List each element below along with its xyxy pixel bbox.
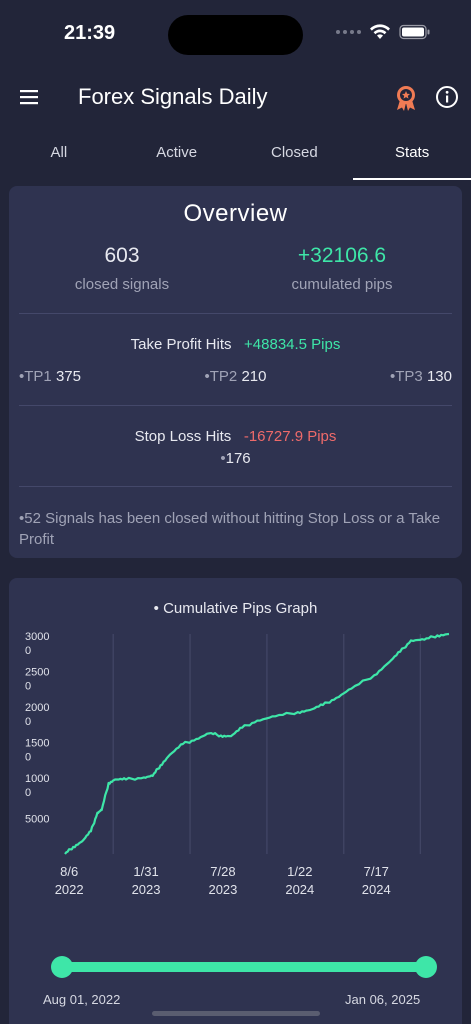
award-badge-icon[interactable]: [393, 84, 419, 112]
y-tick-label: 0: [25, 645, 31, 657]
tp3-label: TP3: [395, 368, 423, 385]
divider: [19, 405, 452, 406]
x-tick-label: 2024: [362, 882, 391, 897]
cellular-signal-icon: [336, 30, 361, 34]
cumulated-pips-label: cumulated pips: [291, 276, 393, 293]
divider: [19, 486, 452, 487]
tp2-label: TP2: [209, 368, 238, 385]
y-tick-label: 3000: [25, 631, 49, 643]
tab-closed[interactable]: Closed: [271, 144, 318, 161]
stop-loss-label: Stop Loss Hits: [134, 428, 232, 445]
closed-signals-value: 603: [104, 244, 140, 267]
take-profit-summary: Take Profit Hits +48834.5 Pips: [9, 336, 462, 353]
x-tick-label: 2022: [55, 882, 84, 897]
y-tick-label: 0: [25, 752, 31, 764]
hamburger-menu-icon[interactable]: [18, 86, 44, 110]
tp2-item: •TP2 210: [204, 368, 267, 385]
y-tick-label: 1000: [25, 773, 49, 785]
x-tick-label: 2023: [132, 882, 161, 897]
graph-card: • Cumulative Pips Graph 3000 0 2500 0 2000 0 1…: [9, 578, 462, 1024]
status-bar: 21:39: [0, 0, 471, 70]
graph-title-text: Cumulative Pips Graph: [163, 600, 318, 617]
range-start-handle[interactable]: [51, 956, 73, 978]
tab-stats[interactable]: Stats: [353, 134, 471, 180]
divider: [19, 313, 452, 314]
tp2-value: 210: [241, 368, 267, 385]
stop-loss-count: •176: [220, 450, 251, 467]
take-profit-label: Take Profit Hits: [130, 336, 232, 353]
tab-active[interactable]: Active: [156, 144, 198, 161]
date-range-slider[interactable]: [51, 956, 437, 978]
range-end-handle[interactable]: [415, 956, 437, 978]
x-tick-label: 7/28: [210, 864, 235, 879]
tab-all[interactable]: All: [50, 144, 68, 161]
tp1-item: •TP1 375: [19, 368, 81, 385]
cumulated-pips-value: +32106.6: [297, 244, 387, 267]
x-tick-label: 8/6: [60, 864, 78, 879]
y-tick-label: 2500: [25, 667, 49, 679]
tp1-label: TP1: [24, 368, 52, 385]
stop-loss-summary: Stop Loss Hits -16727.9 Pips: [9, 428, 462, 445]
battery-icon: [399, 24, 430, 40]
y-tick-label: 0: [25, 716, 31, 728]
cumulative-pips-chart: 3000 0 2500 0 2000 0 1500 0 1000 0 5000 8/6 2022 1/31…: [25, 631, 450, 897]
tp3-value: 130: [426, 368, 452, 385]
app-title: Forex Signals Daily: [78, 84, 268, 109]
x-tick-label: 2023: [208, 882, 237, 897]
overview-card: Overview 603 closed signals +32106.6 cum…: [9, 186, 462, 558]
stop-loss-count-value: 176: [225, 450, 251, 467]
status-icons: [336, 24, 431, 40]
y-tick-label: 0: [25, 787, 31, 799]
y-tick-label: 1500: [25, 738, 49, 750]
stop-loss-pips: -16727.9 Pips: [243, 428, 337, 445]
take-profit-pips: +48834.5 Pips: [244, 336, 341, 353]
unresolved-signals-note: •52 Signals has been closed without hitt…: [19, 510, 441, 548]
tab-bar: All Active Closed Stats: [0, 134, 471, 180]
tp3-item: •TP3 130: [390, 368, 452, 385]
home-indicator: [152, 1011, 320, 1016]
x-tick-label: 7/17: [364, 864, 389, 879]
info-icon[interactable]: [435, 85, 459, 109]
x-tick-label: 1/31: [133, 864, 158, 879]
status-time: 21:39: [64, 22, 116, 44]
wifi-icon: [370, 24, 390, 39]
app-header: Forex Signals Daily: [0, 72, 471, 124]
y-tick-label: 0: [25, 681, 31, 693]
series-line: [64, 632, 450, 855]
graph-title: • Cumulative Pips Graph: [153, 600, 318, 617]
x-tick-label: 2024: [285, 882, 314, 897]
range-end-label: Jan 06, 2025: [345, 992, 421, 1007]
y-tick-label: 5000: [25, 814, 49, 826]
take-profit-items: •TP1 375 •TP2 210 •TP3 130: [19, 368, 452, 385]
overview-title: Overview: [183, 200, 288, 227]
range-track: [61, 962, 427, 972]
note-text: 52 Signals has been closed without hitti…: [19, 510, 441, 548]
x-tick-label: 1/22: [287, 864, 312, 879]
closed-signals-label: closed signals: [74, 276, 170, 293]
y-tick-label: 2000: [25, 702, 49, 714]
range-start-label: Aug 01, 2022: [43, 992, 121, 1007]
dynamic-island: [168, 15, 303, 55]
tp1-value: 375: [55, 368, 81, 385]
